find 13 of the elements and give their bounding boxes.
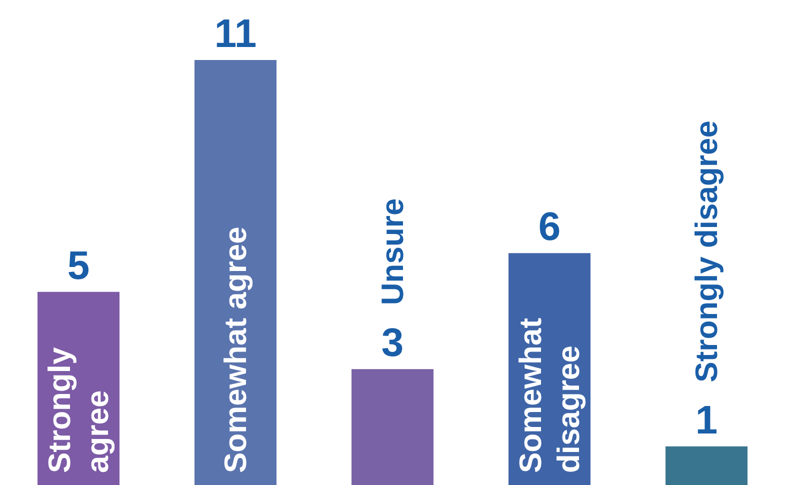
x-tick-label: Somewhat disagree — [513, 318, 586, 473]
data-label: 3 — [381, 321, 404, 366]
x-tick-label: Strongly disagree — [689, 120, 724, 382]
x-tick-label: Unsure — [375, 198, 410, 306]
data-label: 5 — [67, 244, 90, 288]
bar — [194, 60, 276, 485]
data-label: 1 — [695, 398, 718, 442]
bar — [352, 369, 434, 485]
data-label: 6 — [538, 205, 561, 250]
data-label: 11 — [214, 12, 257, 56]
x-tick-label: Somewhat agree — [218, 226, 253, 473]
bar — [666, 446, 748, 485]
x-tick-label: Strongly agree — [42, 346, 115, 473]
